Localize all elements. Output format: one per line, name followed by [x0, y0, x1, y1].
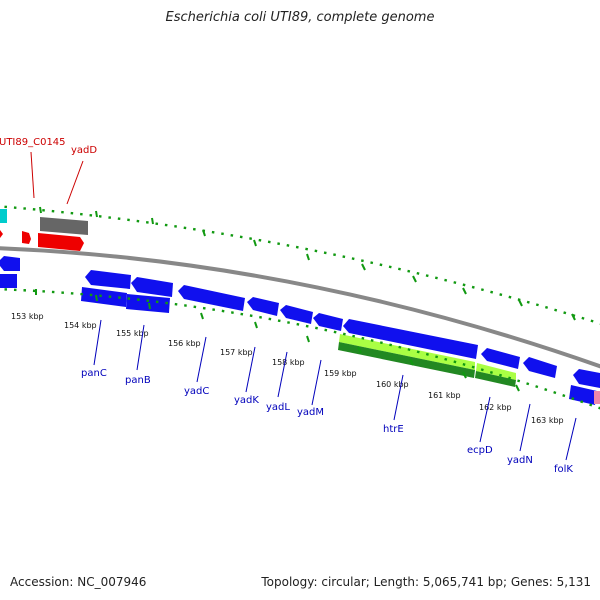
- outer-scale-ring: [0, 205, 600, 325]
- gene-label-yadM: yadM: [297, 407, 324, 418]
- forward-cds-yadD: [38, 233, 84, 251]
- tick-label: 161 kbp: [428, 391, 461, 400]
- gray-feature: [40, 217, 88, 235]
- gene-label-yadN: yadN: [507, 455, 533, 466]
- highlight-bands: [338, 334, 516, 387]
- gene-label-uti89-c0145: UTI89_C0145: [0, 137, 66, 148]
- gene-label-yadL: yadL: [266, 402, 290, 413]
- gene-label-yadK: yadK: [234, 395, 259, 406]
- top-label-leaders: [30, 151, 84, 205]
- pink-feature: [594, 391, 600, 404]
- tick-label: 163 kbp: [531, 416, 564, 425]
- tick-label: 158 kbp: [272, 358, 305, 367]
- bottom-gene-labels: panC panB yadC yadK yadL yadM htrE ecpD …: [81, 368, 573, 475]
- tick-label: 160 kbp: [376, 380, 409, 389]
- tick-label: 154 kbp: [64, 321, 97, 330]
- inner-scale-ring: [0, 288, 600, 410]
- gene-label-panB: panB: [125, 375, 151, 386]
- tick-label: 159 kbp: [324, 369, 357, 378]
- genome-summary-text: Topology: circular; Length: 5,065,741 bp…: [261, 575, 591, 589]
- tick-label: 157 kbp: [220, 348, 253, 357]
- gene-label-htrE: htrE: [383, 424, 404, 435]
- bottom-label-leaders: [93, 319, 577, 461]
- gene-label-folK: folK: [554, 464, 573, 475]
- accession-text: Accession: NC_007946: [10, 575, 147, 589]
- inner-major-ticks: [35, 289, 520, 392]
- gene-label-yadD: yadD: [71, 145, 97, 156]
- cyan-feature: [0, 209, 7, 223]
- scale-tick-labels: 153 kbp 154 kbp 155 kbp 156 kbp 157 kbp …: [11, 312, 564, 425]
- gene-label-panC: panC: [81, 368, 107, 379]
- gene-label-ecpD: ecpD: [467, 445, 493, 456]
- outer-major-ticks: [39, 206, 576, 321]
- tick-label: 155 kbp: [116, 329, 149, 338]
- map-title: Escherichia coli UTI89, complete genome: [165, 10, 435, 25]
- genome-backbone: [0, 246, 600, 369]
- forward-cds-uti89-c0145: [22, 231, 31, 244]
- reverse-cds-row-1: [0, 256, 600, 388]
- gene-label-yadC: yadC: [184, 386, 209, 397]
- forward-cds-small-left: [0, 230, 3, 238]
- tick-label: 162 kbp: [479, 403, 512, 412]
- tick-label: 156 kbp: [168, 339, 201, 348]
- tick-label: 153 kbp: [11, 312, 44, 321]
- reverse-cds-row-2: [0, 274, 597, 405]
